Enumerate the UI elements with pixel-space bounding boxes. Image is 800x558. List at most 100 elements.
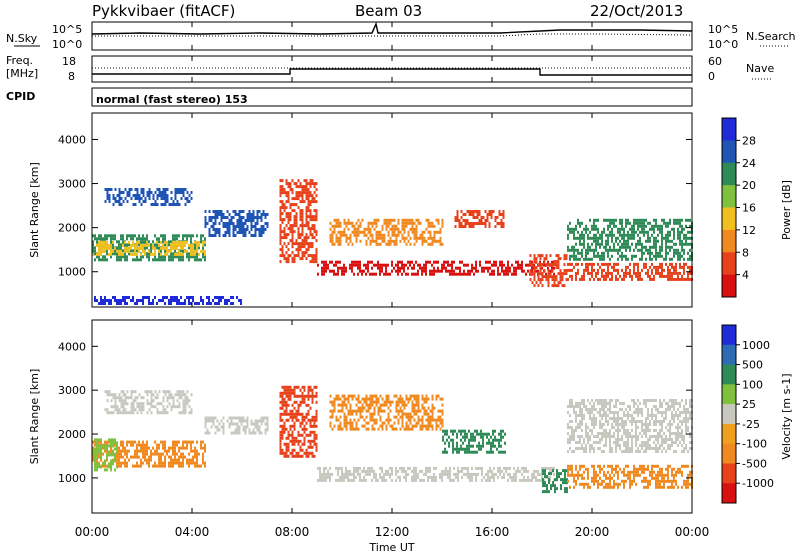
power-cell — [683, 263, 685, 266]
velocity-cell — [126, 444, 128, 447]
power-cell — [583, 272, 585, 275]
velocity-cell — [571, 405, 573, 408]
power-cell — [302, 257, 304, 260]
power-cell — [558, 266, 560, 269]
velocity-cell — [175, 393, 177, 396]
velocity-cell — [385, 479, 387, 482]
power-cell — [121, 191, 123, 194]
velocity-cell — [358, 410, 360, 413]
power-cell — [629, 269, 631, 272]
velocity-cell — [542, 472, 544, 475]
power-cell — [560, 272, 562, 275]
velocity-cell — [554, 484, 556, 487]
velocity-cell — [418, 407, 420, 410]
velocity-cell — [135, 390, 137, 393]
power-cell — [204, 241, 206, 244]
velocity-cell — [300, 401, 302, 404]
power-cell — [548, 284, 550, 287]
velocity-cell — [340, 422, 342, 425]
velocity-cell — [435, 467, 437, 470]
velocity-cell — [633, 465, 635, 468]
power-cell — [263, 210, 265, 213]
velocity-cell — [323, 479, 325, 482]
power-cell — [335, 273, 337, 276]
power-cell — [116, 302, 118, 305]
velocity-cell — [667, 465, 669, 468]
power-cell — [495, 219, 497, 222]
power-cell — [619, 231, 621, 234]
velocity-cell — [138, 444, 140, 447]
power-cell — [503, 216, 505, 219]
power-cell — [681, 240, 683, 243]
power-cell — [585, 252, 587, 255]
velocity-cell — [312, 389, 314, 392]
power-cell — [621, 228, 623, 231]
velocity-cell — [173, 405, 175, 408]
velocity-cell — [165, 408, 167, 411]
velocity-cell — [573, 480, 575, 483]
power-cell — [312, 179, 314, 182]
velocity-cell — [571, 450, 573, 453]
velocity-cell — [153, 393, 155, 396]
velocity-cell — [265, 417, 267, 420]
velocity-cell — [502, 436, 504, 439]
power-cell — [637, 234, 639, 237]
power-cell — [164, 234, 166, 237]
velocity-cell — [142, 462, 144, 465]
power-cell — [647, 222, 649, 225]
velocity-cell — [288, 386, 290, 389]
power-cell — [314, 185, 316, 188]
power-cell — [204, 253, 206, 256]
velocity-cell — [205, 420, 207, 423]
velocity-cell — [110, 459, 112, 462]
power-cell — [601, 263, 603, 266]
power-cell — [489, 273, 491, 276]
velocity-cell — [231, 432, 233, 435]
velocity-cell — [162, 444, 164, 447]
power-cell — [200, 237, 202, 240]
power-cell — [162, 299, 164, 302]
power-cell — [333, 273, 335, 276]
freq-tick-bottom: 8 — [68, 70, 75, 83]
power-cell — [206, 302, 208, 305]
velocity-cell — [284, 410, 286, 413]
power-cell — [134, 258, 136, 261]
velocity-cell — [371, 470, 373, 473]
power-cell — [296, 248, 298, 251]
velocity-cell — [160, 462, 162, 465]
power-cell — [120, 246, 122, 249]
velocity-cell — [148, 465, 150, 468]
power-cell — [397, 270, 399, 273]
power-cell — [113, 194, 115, 197]
power-cell — [314, 191, 316, 194]
power-cell — [556, 278, 558, 281]
velocity-cell — [353, 473, 355, 476]
velocity-cell — [461, 467, 463, 470]
power-cell — [653, 225, 655, 228]
velocity-cell — [417, 476, 419, 479]
power-cell — [294, 218, 296, 221]
power-cell — [158, 250, 160, 253]
power-cell — [298, 227, 300, 230]
velocity-cell — [412, 428, 414, 431]
power-cell — [667, 278, 669, 281]
power-cell — [445, 261, 447, 264]
power-cell — [649, 255, 651, 258]
power-cell — [306, 257, 308, 260]
power-cell — [548, 278, 550, 281]
velocity-cell — [617, 474, 619, 477]
power-cell — [685, 263, 687, 266]
velocity-cell — [221, 420, 223, 423]
velocity-cell — [418, 419, 420, 422]
power-cell — [633, 231, 635, 234]
velocity-cell — [386, 404, 388, 407]
power-cell — [415, 273, 417, 276]
power-cell — [98, 244, 100, 247]
velocity-cell — [659, 474, 661, 477]
velocity-cell — [488, 433, 490, 436]
velocity-cell — [304, 401, 306, 404]
power-cell — [669, 272, 671, 275]
power-cell — [577, 231, 579, 234]
power-cell — [170, 302, 172, 305]
power-cell — [327, 264, 329, 267]
